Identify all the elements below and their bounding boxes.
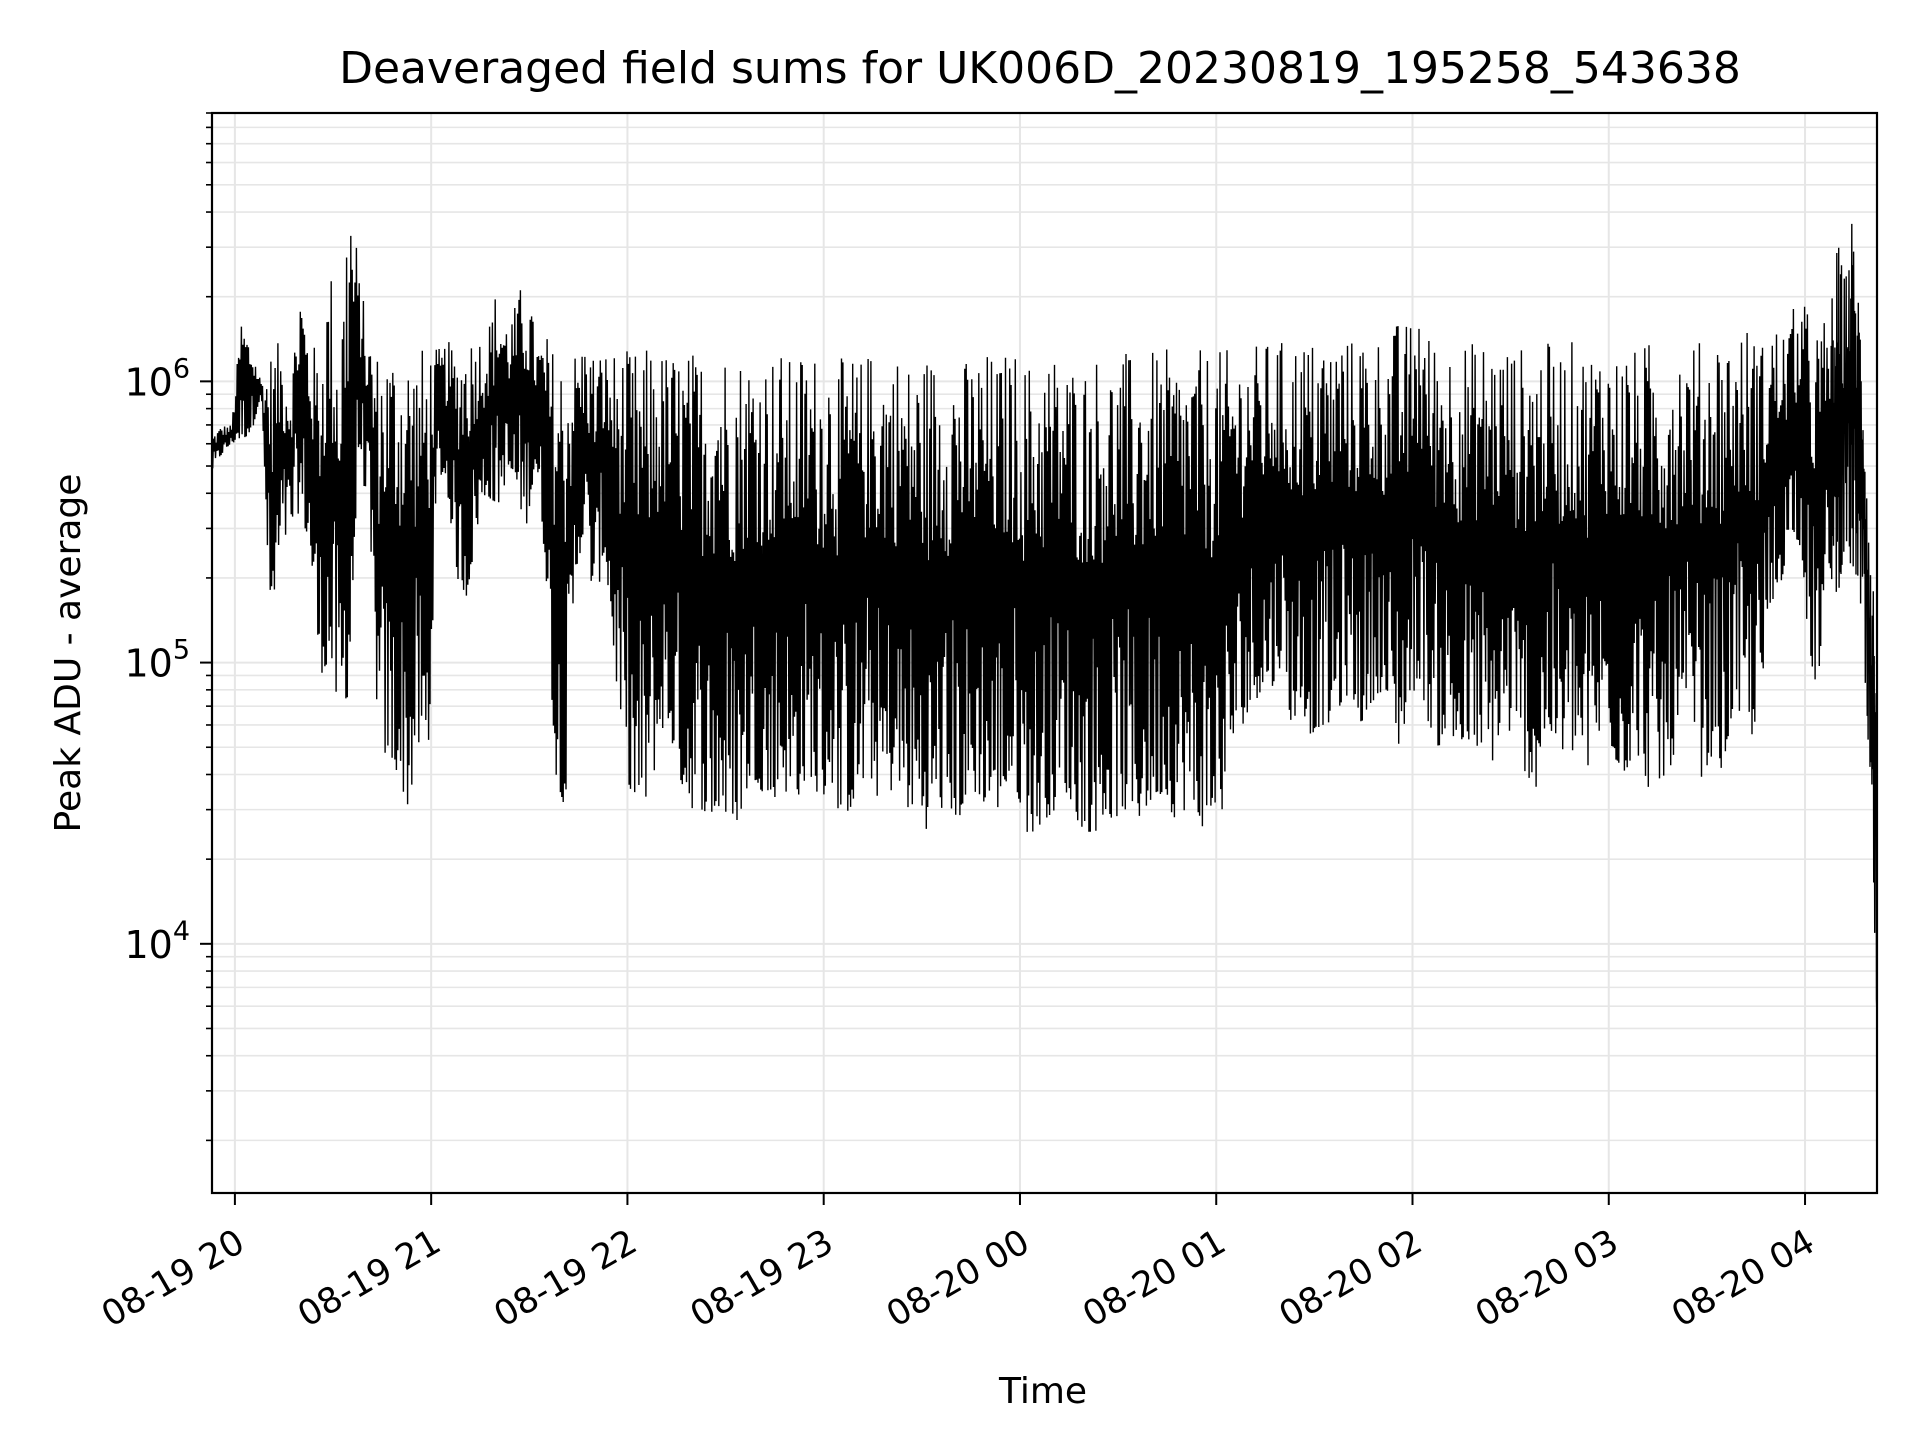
y-axis-label: Peak ADU - average xyxy=(48,474,89,833)
x-axis-label: Time xyxy=(998,1371,1087,1412)
series-layer xyxy=(211,223,1878,1017)
y-tick-label: 105 xyxy=(124,635,190,686)
chart-title: Deaveraged field sums for UK006D_2023081… xyxy=(339,43,1741,94)
y-tick-label: 106 xyxy=(124,353,190,404)
y-axis: 104 105 106 xyxy=(124,112,212,1142)
y-tick-label: 104 xyxy=(124,916,190,967)
plot-frame xyxy=(210,111,1879,1195)
series-line-0 xyxy=(211,223,1878,1017)
